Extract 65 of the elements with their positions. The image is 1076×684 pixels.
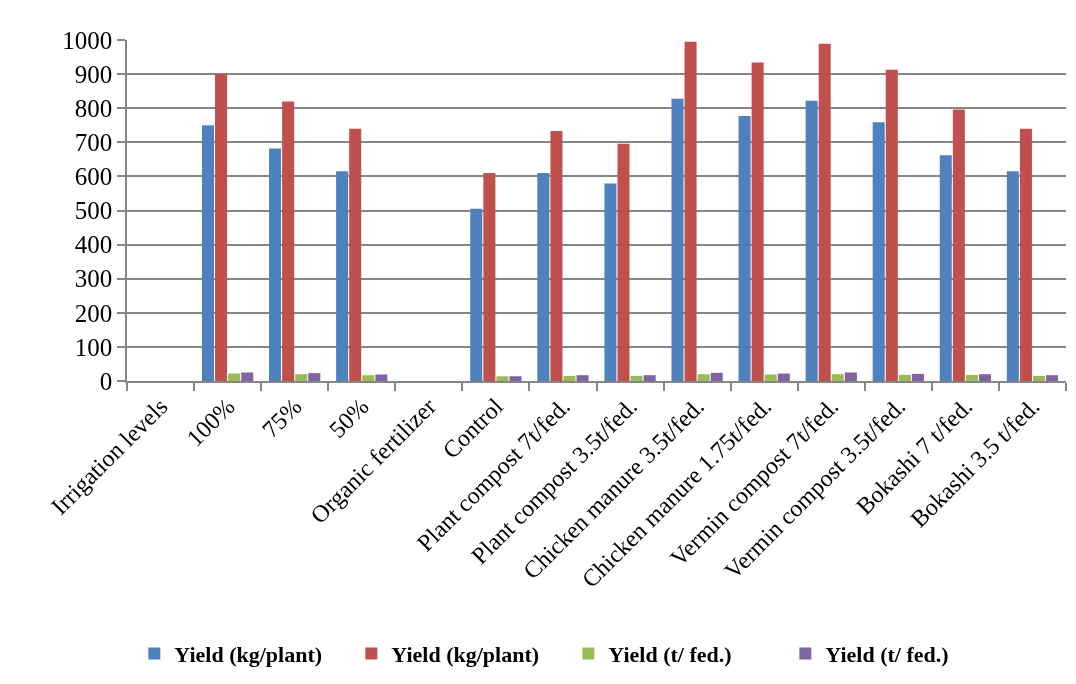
y-tick-label: 400 [74,231,113,259]
bar [509,376,522,381]
legend-label: Yield (t/ fed.) [608,642,732,668]
y-tick-label: 500 [74,197,113,225]
y-tick-label: 800 [74,94,113,122]
bar [885,69,898,381]
y-tick-label: 0 [99,367,113,395]
x-tick-label: 50% [324,393,374,443]
bar [738,116,751,381]
bar [805,100,818,381]
bar [1032,375,1046,381]
y-tick-label: 100 [74,333,113,361]
bar [241,372,254,381]
bar [952,109,965,381]
y-tick-label: 300 [74,265,113,293]
bar [684,41,697,381]
y-tick-label: 700 [74,129,113,157]
bar [751,62,764,381]
bar [282,101,295,381]
bar [764,374,777,381]
bar [818,43,831,381]
bar [671,98,684,381]
bar [898,374,911,381]
bar [201,125,215,381]
y-tick-label: 900 [74,60,113,88]
bar [965,374,978,381]
bar [872,122,885,381]
bar [470,208,483,381]
bar [576,375,589,381]
bar [295,374,308,381]
bar [349,128,362,381]
bar [537,172,550,381]
legend-label: Yield (kg/plant) [174,642,323,668]
bar [1019,128,1032,381]
legend-label: Yield (t/ fed.) [825,642,949,668]
bar [228,373,241,381]
bar [308,373,321,381]
bar [550,131,563,381]
bar [939,155,952,381]
x-tick-label: 75% [257,393,307,443]
bar [630,375,643,381]
y-tick-label: 1000 [62,26,113,54]
bar [697,374,710,381]
y-tick-label: 200 [74,299,113,327]
bar [269,148,282,381]
bar [215,74,228,381]
bar [844,372,857,381]
bar [604,183,617,381]
bar [563,375,576,381]
legend-label: Yield (kg/plant) [391,642,540,668]
bar [777,373,790,381]
y-tick-label: 600 [74,163,113,191]
bar [483,172,496,381]
bar [362,375,375,381]
bar [643,375,656,381]
bar [1046,375,1059,381]
bar [1006,171,1019,381]
bar [617,143,630,381]
bar [978,374,992,381]
bar [375,374,388,381]
bar [496,376,509,381]
bar [831,374,844,381]
bar [710,372,723,381]
bar [911,373,924,381]
bar [336,171,349,381]
